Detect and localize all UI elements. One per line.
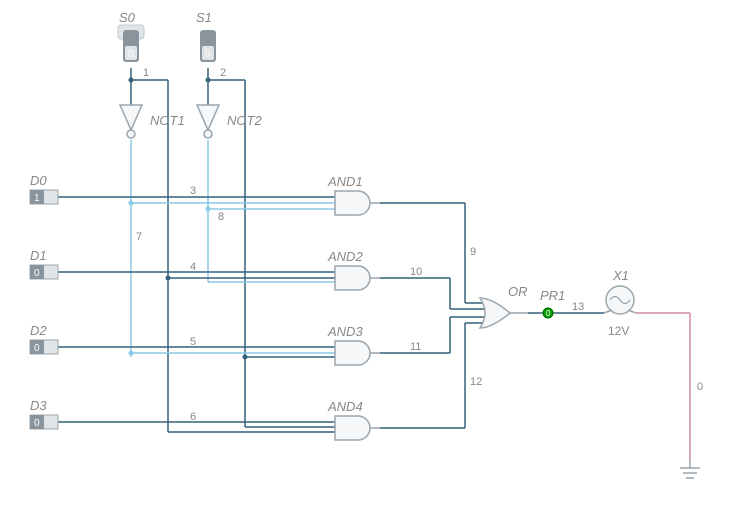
- not1-gate: NOT1: [120, 105, 185, 138]
- net-num-6: 6: [190, 411, 196, 423]
- and3-gate: AND3: [327, 324, 380, 365]
- not1-label: NOT1: [150, 113, 185, 128]
- net-num-2: 2: [220, 67, 226, 79]
- input-d0[interactable]: 1 D0: [30, 173, 58, 204]
- input-d3-label: D3: [30, 398, 47, 413]
- svg-text:0: 0: [546, 309, 551, 318]
- switch-s1[interactable]: 0 S1: [196, 10, 216, 62]
- net-num-1: 1: [143, 67, 149, 79]
- and2-gate: AND2: [327, 249, 380, 290]
- net-num-3: 3: [190, 185, 196, 197]
- probe-label: PR1: [540, 288, 565, 303]
- input-d1-value: 0: [34, 268, 40, 279]
- and4-gate: AND4: [327, 399, 380, 440]
- net-num-5: 5: [190, 336, 196, 348]
- input-d1-label: D1: [30, 248, 47, 263]
- input-d3-value: 0: [34, 418, 40, 429]
- switch-s0-state: 0: [128, 49, 134, 60]
- junction: [166, 276, 171, 281]
- input-d0-value: 1: [34, 193, 40, 204]
- and2-label: AND2: [327, 249, 363, 264]
- and4-label: AND4: [327, 399, 363, 414]
- switch-s0[interactable]: 0 S0: [118, 10, 144, 62]
- and1-gate: AND1: [327, 174, 380, 215]
- junction: [129, 78, 134, 83]
- ground-icon: [680, 460, 700, 478]
- junction: [206, 78, 211, 83]
- or-label: OR: [508, 284, 528, 299]
- lamp-voltage: 12V: [608, 324, 629, 338]
- and3-label: AND3: [327, 324, 363, 339]
- lamp-label: X1: [612, 268, 629, 283]
- net-num-4: 4: [190, 261, 196, 273]
- input-d3[interactable]: 0 D3: [30, 398, 58, 429]
- net-num-10: 10: [410, 266, 422, 278]
- input-d2[interactable]: 0 D2: [30, 323, 58, 354]
- junction: [243, 355, 248, 360]
- net-num-12: 12: [470, 376, 482, 388]
- input-d1[interactable]: 0 D1: [30, 248, 58, 279]
- input-d2-value: 0: [34, 343, 40, 354]
- net-num-8: 8: [218, 211, 224, 223]
- net-num-11: 11: [410, 341, 421, 353]
- junction: [129, 351, 134, 356]
- not2-label: NOT2: [227, 113, 262, 128]
- not2-gate: NOT2: [197, 105, 262, 138]
- net-num-9: 9: [470, 246, 476, 258]
- lamp-x1: X1 12V: [604, 268, 636, 338]
- net-num-13: 13: [572, 301, 584, 313]
- switch-s0-label: S0: [119, 10, 136, 25]
- switch-s1-state: 0: [205, 49, 211, 60]
- junction: [129, 201, 134, 206]
- input-d0-label: D0: [30, 173, 47, 188]
- net-num-0: 0: [697, 381, 703, 393]
- net-num-7: 7: [136, 231, 142, 243]
- input-d2-label: D2: [30, 323, 47, 338]
- or-gate: OR: [480, 284, 528, 328]
- switch-s1-label: S1: [196, 10, 212, 25]
- junction: [206, 207, 211, 212]
- and1-label: AND1: [327, 174, 363, 189]
